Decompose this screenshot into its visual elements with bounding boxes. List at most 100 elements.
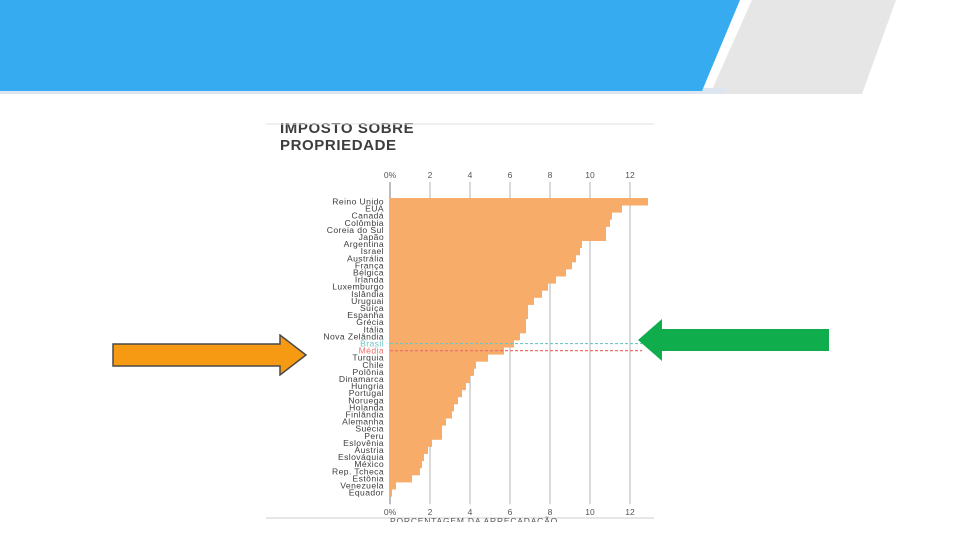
bar bbox=[390, 332, 520, 341]
category-label: Argentina bbox=[344, 239, 384, 249]
x-tick-label-bottom: 10 bbox=[585, 507, 595, 517]
x-tick-label-top: 4 bbox=[468, 170, 473, 180]
bar bbox=[390, 318, 526, 327]
bar bbox=[390, 425, 442, 433]
category-label: Eslovênia bbox=[343, 438, 384, 448]
bar bbox=[390, 226, 606, 234]
bar bbox=[390, 325, 526, 334]
bar bbox=[390, 297, 534, 305]
right-arrow-icon bbox=[112, 334, 308, 376]
bar bbox=[390, 396, 458, 405]
category-label: Equador bbox=[349, 488, 384, 498]
category-label: Portugal bbox=[349, 388, 384, 398]
category-label: França bbox=[355, 260, 384, 270]
bar bbox=[390, 375, 470, 383]
category-label: Noruega bbox=[348, 395, 384, 405]
category-label: Finlândia bbox=[346, 410, 384, 420]
bar bbox=[390, 254, 576, 263]
category-label: Bélgica bbox=[353, 268, 384, 278]
category-label: Hungria bbox=[351, 381, 384, 391]
category-label: Média bbox=[359, 346, 384, 356]
header-banner bbox=[0, 0, 896, 94]
category-label: Turquia bbox=[352, 353, 384, 363]
banner-gray-shape bbox=[710, 0, 896, 94]
category-label: Coreia do Sul bbox=[327, 225, 384, 235]
category-label: Suíça bbox=[360, 303, 384, 313]
category-label: Eslováquia bbox=[338, 452, 384, 462]
banner-blue-shape bbox=[0, 0, 740, 91]
property-tax-chart: 0% 2 4 6 8 10 12 0% 2 4 6 8 10 12 Reino UnidoEUACanadá… bbox=[266, 123, 654, 522]
bar bbox=[390, 361, 476, 369]
bar bbox=[390, 219, 610, 227]
left-arrow-icon bbox=[638, 319, 829, 361]
bar bbox=[390, 283, 548, 291]
bar bbox=[390, 453, 424, 462]
category-label: Israel bbox=[361, 246, 384, 256]
bar bbox=[390, 411, 452, 419]
chart-card: IMPOSTO SOBRE PROPRIEDADE 0% 2 4 6 8 10 12 0% 2 4… bbox=[266, 114, 654, 522]
bar bbox=[390, 439, 432, 447]
x-tick-label-bottom: 0% bbox=[384, 507, 397, 517]
x-tick-label-bottom: 2 bbox=[428, 507, 433, 517]
category-label: Espanha bbox=[347, 310, 384, 320]
category-label: Brasil bbox=[360, 339, 384, 349]
x-tick-label-top: 0% bbox=[384, 170, 397, 180]
category-label: Uruguai bbox=[351, 296, 384, 306]
category-label: Canadá bbox=[351, 211, 384, 221]
bar bbox=[390, 212, 612, 220]
x-tick-label-top: 6 bbox=[508, 170, 513, 180]
category-label: Luxemburgo bbox=[332, 282, 384, 292]
category-label: Islândia bbox=[351, 289, 384, 299]
category-label: Japão bbox=[359, 232, 384, 242]
bar bbox=[390, 269, 566, 277]
bar bbox=[390, 233, 606, 241]
bar bbox=[390, 304, 528, 312]
bar bbox=[390, 482, 396, 490]
x-tick-label-bottom: 8 bbox=[548, 507, 553, 517]
bar bbox=[390, 382, 466, 391]
category-label: Suécia bbox=[355, 424, 384, 434]
x-tick-label-bottom: 4 bbox=[468, 507, 473, 517]
bar bbox=[390, 261, 572, 270]
bar bbox=[390, 432, 442, 440]
x-axis-label: PORCENTAGEM DA ARRECADAÇÃO bbox=[390, 516, 558, 522]
bar bbox=[390, 489, 392, 497]
category-label: Nova Zelândia bbox=[323, 331, 384, 341]
bar bbox=[390, 446, 428, 454]
bar bbox=[390, 467, 420, 476]
category-label: Estônia bbox=[353, 473, 384, 483]
category-label: Holanda bbox=[349, 402, 384, 412]
bar bbox=[390, 460, 422, 469]
category-label: Alemanha bbox=[342, 417, 384, 427]
category-label: Áustria bbox=[354, 445, 384, 455]
category-label: Reino Unido bbox=[332, 197, 384, 207]
x-tick-label-top: 10 bbox=[585, 170, 595, 180]
bar bbox=[390, 240, 582, 249]
category-label: Rep. Tcheca bbox=[332, 466, 384, 476]
bar bbox=[390, 474, 412, 483]
bar bbox=[390, 205, 622, 213]
chart-title-line-2: PROPRIEDADE bbox=[280, 137, 397, 154]
x-tick-label-top: 8 bbox=[548, 170, 553, 180]
bar bbox=[390, 290, 542, 298]
x-tick-label-top: 2 bbox=[428, 170, 433, 180]
category-label: Dinamarca bbox=[339, 374, 384, 384]
bar bbox=[390, 389, 462, 398]
category-label: Venezuela bbox=[340, 481, 384, 491]
bar bbox=[390, 354, 488, 362]
x-tick-label-bottom: 12 bbox=[625, 507, 635, 517]
category-label: Itália bbox=[363, 324, 384, 334]
category-label: México bbox=[354, 459, 384, 469]
bar bbox=[390, 311, 528, 320]
x-tick-label-bottom: 6 bbox=[508, 507, 513, 517]
bar bbox=[390, 368, 474, 376]
category-label: Chile bbox=[362, 360, 384, 370]
bar bbox=[390, 276, 556, 284]
bar bbox=[390, 403, 454, 412]
category-label: EUA bbox=[365, 204, 384, 214]
bar bbox=[390, 198, 648, 206]
bar bbox=[390, 418, 446, 426]
category-label: Grécia bbox=[356, 317, 384, 327]
x-tick-label-top: 12 bbox=[625, 170, 635, 180]
category-label: Irlanda bbox=[355, 275, 384, 285]
